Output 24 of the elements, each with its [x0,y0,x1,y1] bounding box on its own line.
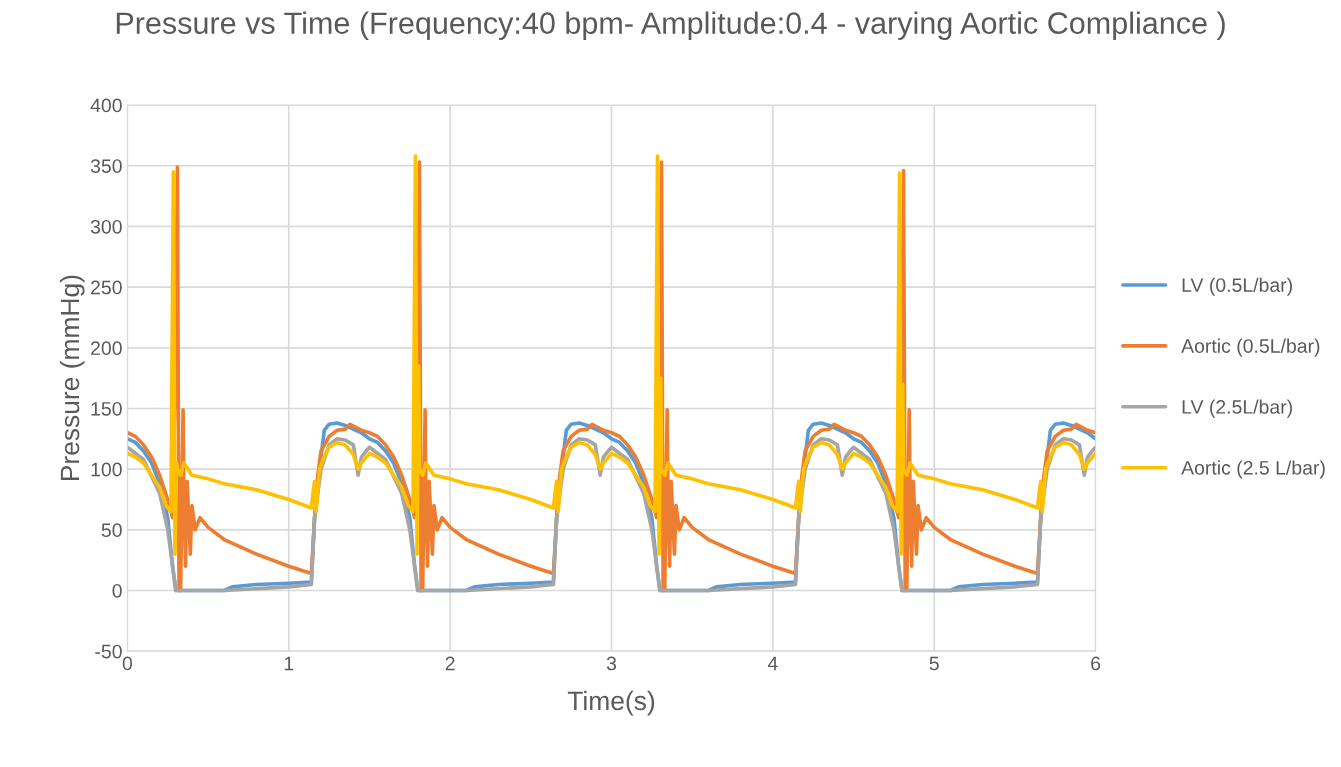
y-tick-label: -50 [95,644,122,659]
legend-label: Aortic (2.5 L/bar) [1181,460,1325,479]
y-tick-label: 50 [101,523,122,538]
x-tick-label: 0 [122,656,133,671]
y-tick-label: 250 [91,280,122,295]
x-tick-label: 6 [1091,656,1101,671]
x-tick-label: 2 [445,656,455,671]
x-tick-label: 4 [767,656,778,671]
y-tick-label: 150 [91,401,122,416]
legend-label: Aortic (0.5L/bar) [1181,338,1320,357]
y-tick-label: 300 [90,219,122,234]
x-tick-label: 5 [929,656,939,671]
y-tick-label: 100 [91,462,122,477]
y-tick-label: 350 [90,159,122,173]
x-axis-title: Time(s) [567,690,655,716]
legend-label: LV (2.5L/bar) [1182,399,1292,418]
y-tick-label: 400 [90,98,122,113]
y-tick-label: 0 [112,583,122,598]
x-tick-label: 1 [284,656,294,671]
chart-title: Pressure vs Time (Frequency:40 bpm- Amplitude:0.4 - varying Aortic Compliance ) [116,11,1225,40]
x-tick-label: 3 [606,656,617,671]
y-axis-title: Pressure (mmHg) [59,275,85,481]
y-tick-label: 200 [91,341,122,356]
legend-label: LV (0.5L/bar) [1182,277,1292,296]
